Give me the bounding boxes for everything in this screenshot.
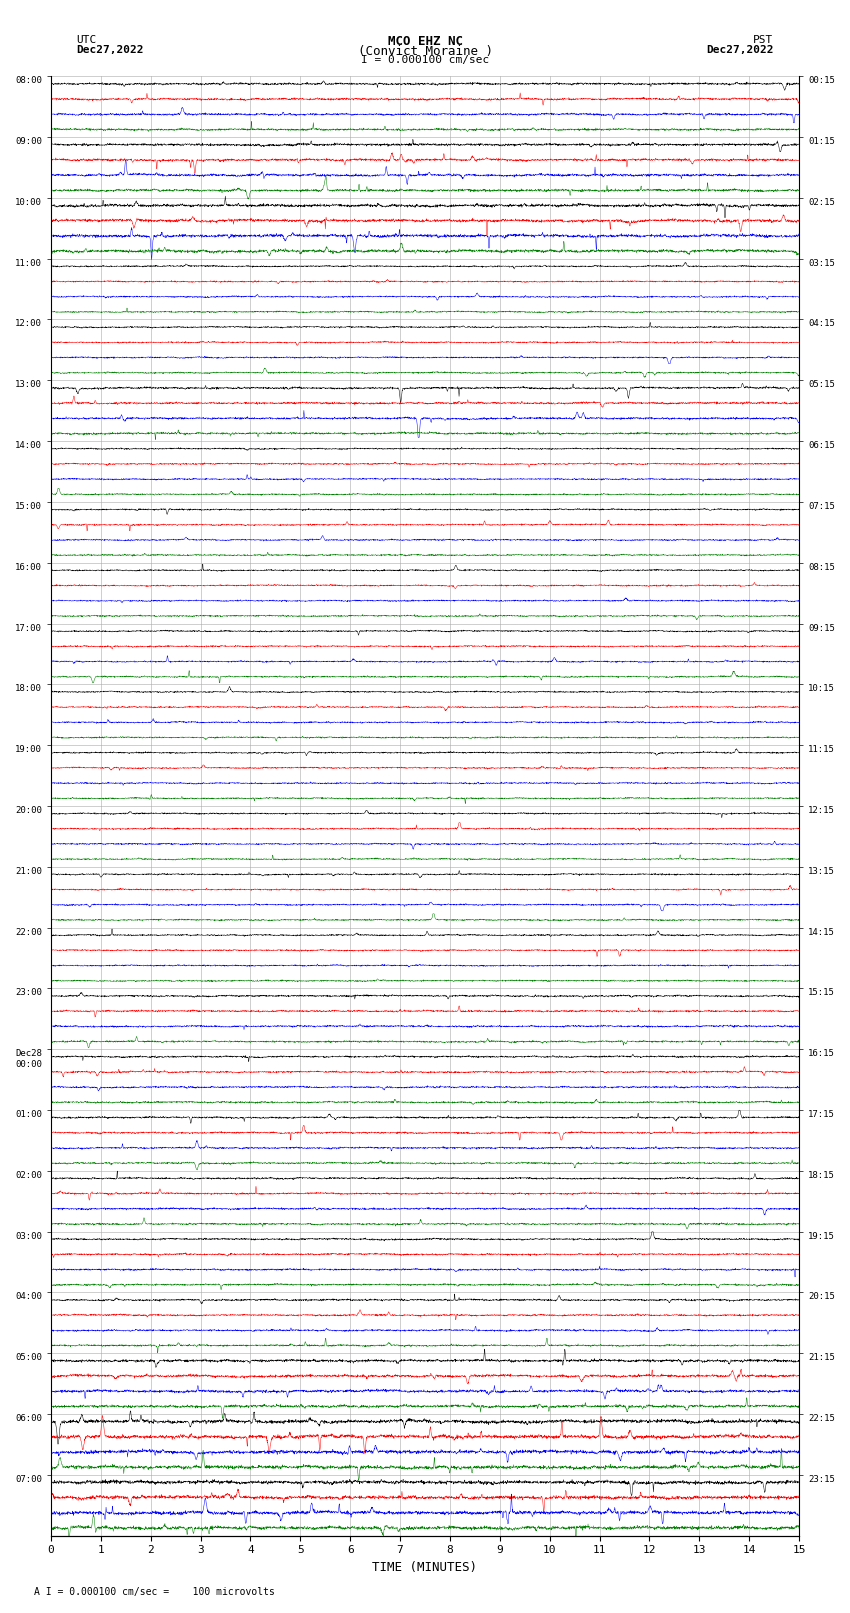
Text: A I = 0.000100 cm/sec =    100 microvolts: A I = 0.000100 cm/sec = 100 microvolts (34, 1587, 275, 1597)
Text: I = 0.000100 cm/sec: I = 0.000100 cm/sec (361, 55, 489, 65)
Text: PST: PST (753, 35, 774, 45)
Text: (Convict Moraine ): (Convict Moraine ) (358, 45, 492, 58)
Text: Dec27,2022: Dec27,2022 (76, 45, 144, 55)
Text: MCO EHZ NC: MCO EHZ NC (388, 35, 462, 48)
Text: UTC: UTC (76, 35, 97, 45)
Text: Dec27,2022: Dec27,2022 (706, 45, 774, 55)
X-axis label: TIME (MINUTES): TIME (MINUTES) (372, 1561, 478, 1574)
